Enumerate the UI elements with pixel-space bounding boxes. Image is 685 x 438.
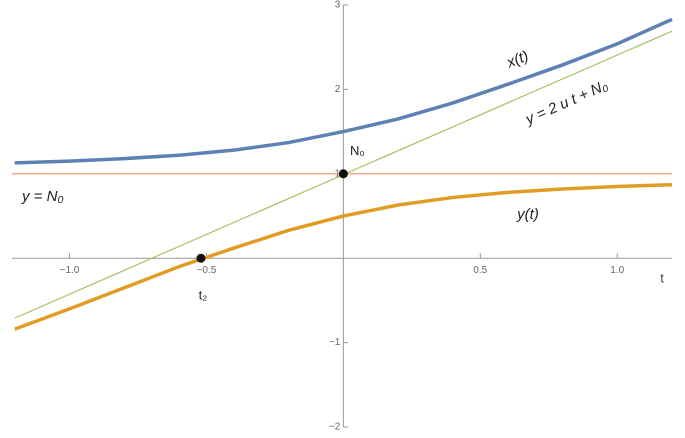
y-tick-label: 2 bbox=[335, 84, 341, 95]
y-tick-label: −2 bbox=[329, 422, 341, 433]
x-tick-label: 0.5 bbox=[473, 265, 487, 276]
x-tick-label: −1.0 bbox=[60, 265, 80, 276]
series-label: y = 2 u t + N₀ bbox=[522, 77, 610, 129]
point-label: N₀ bbox=[350, 143, 365, 158]
x-tick-label: 1.0 bbox=[610, 265, 624, 276]
series-line bbox=[14, 17, 673, 165]
series-label: y = N₀ bbox=[21, 188, 64, 205]
series-label: y(t) bbox=[516, 206, 539, 223]
point bbox=[196, 253, 206, 263]
y-tick-label: −1 bbox=[329, 337, 341, 348]
point-label: t₂ bbox=[199, 288, 208, 303]
series-line bbox=[14, 183, 673, 331]
x-axis-label: t bbox=[660, 270, 664, 285]
series-label: x(t) bbox=[504, 48, 531, 72]
y-tick-label: 3 bbox=[335, 0, 341, 11]
point bbox=[338, 169, 348, 179]
x-tick-label: −0.5 bbox=[197, 265, 217, 276]
